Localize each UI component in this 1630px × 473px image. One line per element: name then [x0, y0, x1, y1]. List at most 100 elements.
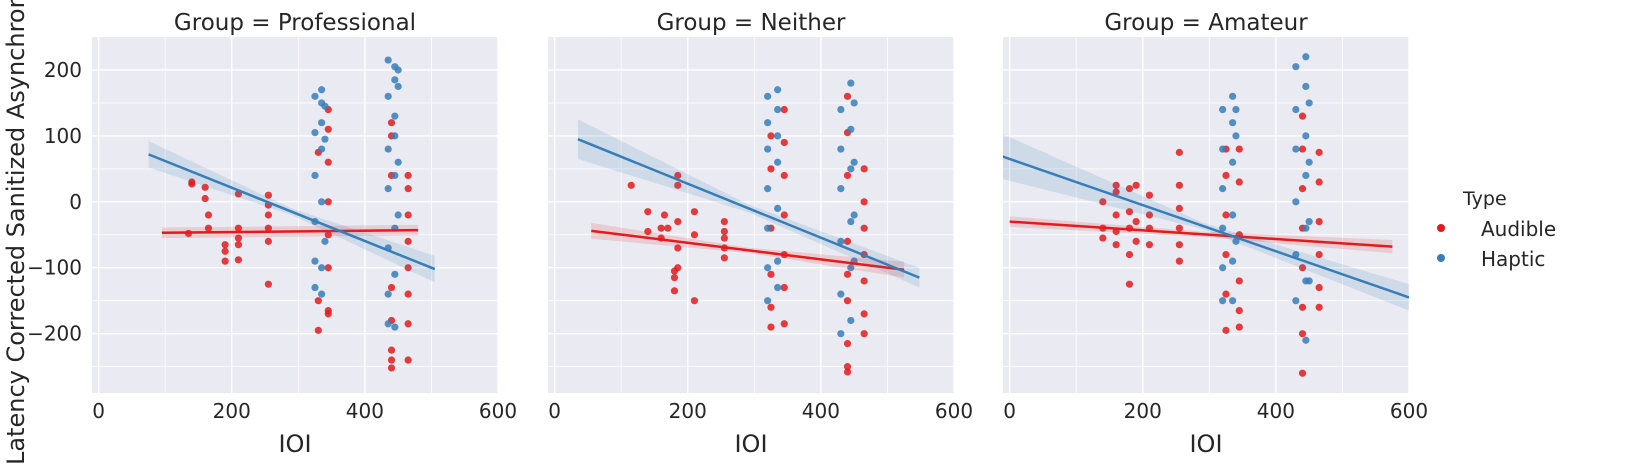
- data-point-audible: [780, 171, 788, 180]
- data-point-audible: [843, 297, 852, 305]
- data-point-haptic: [764, 264, 772, 272]
- data-point-audible: [1222, 250, 1230, 259]
- x-tick-label: 600: [1390, 399, 1428, 423]
- data-point-haptic: [1305, 99, 1313, 107]
- data-point-haptic: [391, 171, 399, 180]
- data-point-haptic: [1292, 198, 1300, 206]
- y-tick-label: 200: [44, 58, 82, 82]
- x-tick-label: 400: [1257, 399, 1295, 423]
- data-point-audible: [1175, 241, 1183, 249]
- data-point-audible: [690, 297, 699, 305]
- panel-title: Group = Neither: [657, 10, 846, 36]
- data-point-haptic: [774, 283, 782, 292]
- data-point-audible: [780, 138, 788, 147]
- data-point-haptic: [394, 211, 402, 219]
- data-point-haptic: [764, 224, 772, 232]
- panel-title: Group = Amateur: [1104, 10, 1308, 36]
- y-axis-label: Latency Corrected Sanitized Asynchrony: [2, 0, 30, 465]
- data-point-audible: [670, 274, 679, 282]
- regression-line-audible: [591, 229, 905, 271]
- regression-line-haptic: [1003, 155, 1409, 299]
- data-point-audible: [234, 234, 243, 242]
- data-point-haptic: [1219, 145, 1227, 153]
- data-point-haptic: [850, 158, 858, 166]
- data-point-audible: [1125, 250, 1134, 259]
- data-point-haptic: [1292, 105, 1300, 114]
- data-point-haptic: [837, 105, 845, 114]
- data-point-haptic: [318, 145, 326, 153]
- data-point-haptic: [774, 105, 782, 114]
- data-point-audible: [860, 330, 868, 338]
- data-point-audible: [767, 323, 775, 331]
- data-point-audible: [201, 194, 209, 203]
- data-point-haptic: [384, 56, 392, 64]
- data-point-haptic: [1302, 224, 1310, 232]
- data-point-audible: [860, 165, 868, 173]
- data-point-haptic: [1219, 185, 1227, 193]
- data-point-audible: [674, 264, 682, 272]
- data-point-audible: [264, 211, 272, 219]
- legend-label-haptic: Haptic: [1481, 247, 1545, 271]
- data-point-haptic: [1302, 336, 1310, 344]
- data-point-audible: [1125, 280, 1134, 288]
- data-point-audible: [1298, 330, 1307, 338]
- data-point-audible: [1112, 241, 1120, 249]
- data-point-haptic: [847, 165, 855, 173]
- data-point-audible: [1112, 188, 1120, 196]
- data-point-haptic: [384, 320, 392, 328]
- data-point-audible: [324, 158, 332, 166]
- ci-band-haptic: [577, 119, 920, 288]
- data-point-audible: [204, 224, 213, 232]
- data-point-haptic: [1219, 264, 1227, 272]
- data-point-haptic: [837, 330, 845, 338]
- data-point-audible: [314, 297, 322, 305]
- data-point-audible: [201, 183, 209, 191]
- data-point-haptic: [847, 316, 855, 325]
- x-tick-label: 200: [1124, 399, 1162, 423]
- data-point-audible: [1235, 323, 1243, 331]
- data-point-haptic: [321, 102, 329, 110]
- data-point-audible: [1222, 290, 1230, 298]
- data-point-haptic: [774, 158, 782, 166]
- data-point-haptic: [311, 257, 319, 265]
- y-tick-label: −100: [27, 256, 82, 280]
- data-point-haptic: [837, 290, 845, 298]
- data-point-haptic: [764, 119, 772, 127]
- data-point-audible: [670, 287, 679, 295]
- data-point-audible: [664, 224, 672, 232]
- data-point-haptic: [318, 86, 326, 94]
- data-point-haptic: [1219, 224, 1227, 232]
- data-point-haptic: [1219, 105, 1227, 114]
- data-point-audible: [1175, 224, 1183, 232]
- data-point-haptic: [311, 92, 319, 100]
- data-point-haptic: [318, 198, 326, 206]
- data-point-audible: [1235, 178, 1243, 186]
- data-point-audible: [767, 303, 775, 311]
- data-point-audible: [843, 270, 852, 278]
- data-point-audible: [404, 237, 412, 245]
- data-point-audible: [860, 310, 868, 318]
- data-point-audible: [767, 165, 775, 173]
- data-point-audible: [780, 320, 788, 328]
- data-point-audible: [1315, 283, 1323, 292]
- data-point-audible: [644, 227, 652, 236]
- data-point-audible: [387, 119, 396, 127]
- data-point-audible: [234, 241, 243, 249]
- data-point-haptic: [1232, 105, 1240, 114]
- data-point-haptic: [1305, 217, 1313, 226]
- panel-title: Group = Professional: [174, 10, 416, 36]
- data-point-haptic: [318, 119, 326, 127]
- x-tick-label: 200: [213, 399, 251, 423]
- x-tick-label: 600: [479, 399, 517, 423]
- data-point-haptic: [1292, 297, 1300, 305]
- data-point-audible: [1099, 198, 1107, 206]
- facet-panel-1: Group = Professional 0 200 400 600 IOI 200 100 0…: [27, 10, 517, 458]
- data-point-haptic: [1219, 297, 1227, 305]
- plot-area: [1003, 37, 1409, 393]
- data-point-audible: [1298, 145, 1307, 153]
- data-point-audible: [720, 217, 728, 226]
- data-point-haptic: [391, 132, 399, 140]
- data-point-haptic: [394, 158, 402, 166]
- data-point-haptic: [394, 82, 402, 91]
